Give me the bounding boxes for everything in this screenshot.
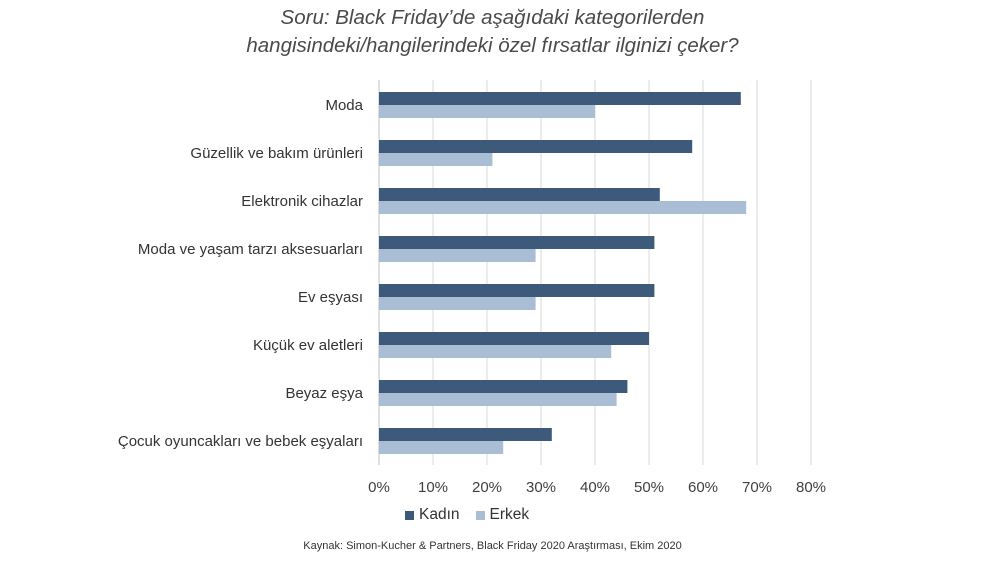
category-label: Güzellik ve bakım ürünleri	[190, 145, 363, 162]
legend-swatch-kadin	[405, 510, 414, 520]
x-tick-label: 80%	[796, 479, 826, 496]
bar-kadın	[379, 92, 741, 105]
bar-chart: Moda Güzellik ve bakım ürünleri Elektronik…	[118, 80, 826, 496]
bar-erkek	[379, 393, 617, 406]
category-labels: Moda Güzellik ve bakım ürünleri Elektronik…	[118, 97, 364, 450]
bar-erkek	[379, 201, 747, 214]
x-tick-label: 20%	[472, 479, 502, 496]
x-tick-label: 50%	[634, 479, 664, 496]
legend: Kadın Erkek	[405, 506, 545, 524]
bar-erkek	[379, 249, 536, 262]
bars	[379, 92, 747, 454]
legend-item-kadin: Kadın	[405, 506, 460, 524]
bar-kadın	[379, 332, 649, 345]
bar-erkek	[379, 297, 536, 310]
bar-kadın	[379, 380, 628, 393]
gridlines	[378, 80, 812, 465]
chart-title: Soru: Black Friday’de aşağıdaki kategori…	[0, 4, 985, 60]
category-label: Beyaz eşya	[285, 385, 363, 402]
legend-label-kadin: Kadın	[419, 506, 460, 523]
bar-kadın	[379, 140, 693, 153]
bar-kadın	[379, 428, 552, 441]
bar-kadın	[379, 188, 660, 201]
bar-kadın	[379, 284, 655, 297]
x-tick-label: 70%	[742, 479, 772, 496]
legend-item-erkek: Erkek	[475, 506, 530, 524]
bar-erkek	[379, 105, 595, 118]
category-label: Moda ve yaşam tarzı aksesuarları	[138, 241, 363, 258]
x-tick-label: 60%	[688, 479, 718, 496]
bar-kadın	[379, 236, 655, 249]
bar-erkek	[379, 153, 493, 166]
legend-swatch-erkek	[475, 510, 485, 520]
chart-title-line-1: Soru: Black Friday’de aşağıdaki kategori…	[280, 6, 705, 29]
category-label: Moda	[325, 97, 363, 114]
category-label: Ev eşyası	[298, 289, 363, 306]
x-tick-label: 30%	[526, 479, 556, 496]
x-axis-tick-labels: 0% 10% 20% 30% 40% 50% 60% 70% 80%	[368, 479, 826, 496]
chart-title-line-2: hangisindeki/hangilerindeki özel fırsatl…	[246, 34, 739, 57]
legend-label-erkek: Erkek	[489, 506, 530, 523]
category-label: Elektronik cihazlar	[241, 193, 363, 210]
category-label: Çocuk oyuncakları ve bebek eşyaları	[118, 433, 363, 450]
x-tick-label: 10%	[418, 479, 448, 496]
category-label: Küçük ev aletleri	[253, 337, 363, 354]
x-tick-label: 0%	[368, 479, 390, 496]
source-note: Kaynak: Simon-Kucher & Partners, Black F…	[303, 540, 682, 552]
bar-erkek	[379, 345, 612, 358]
bar-erkek	[379, 441, 504, 454]
x-tick-label: 40%	[580, 479, 610, 496]
